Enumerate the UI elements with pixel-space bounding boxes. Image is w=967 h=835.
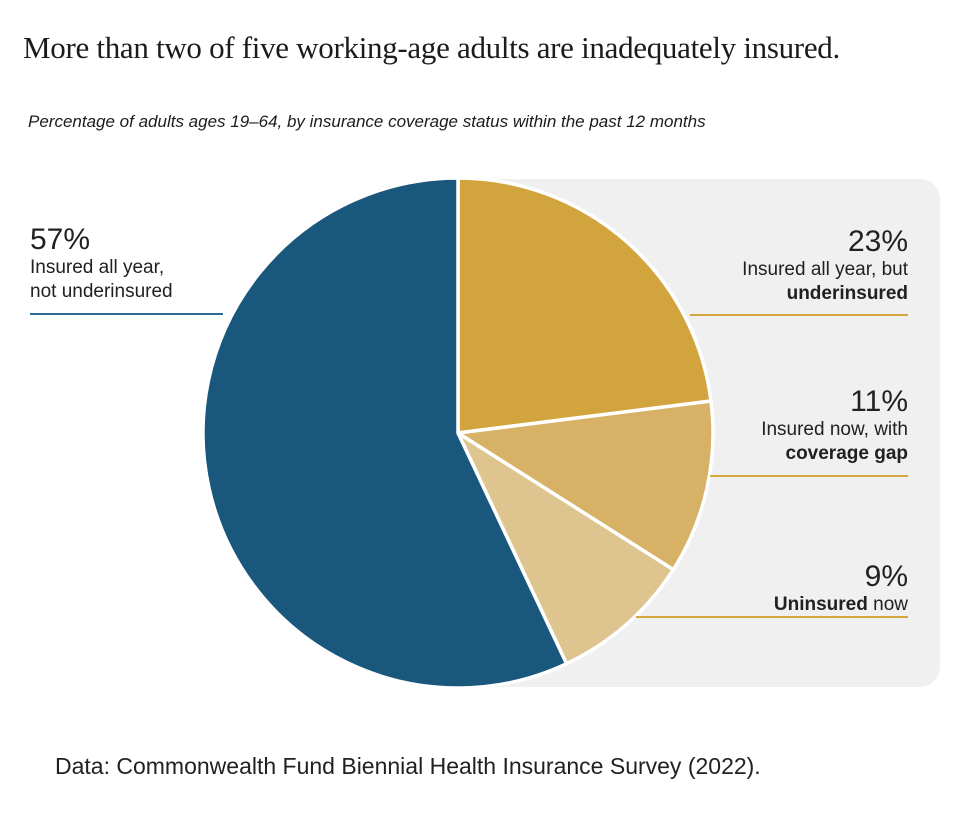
callout-9-label-rest: now xyxy=(867,594,908,615)
callout-57-percent: 57% xyxy=(30,223,91,256)
callout-11-percent: 11% xyxy=(850,385,908,418)
callout-9-label-bold: Uninsured xyxy=(773,594,868,615)
callout-11-label-line1: Insured now, with xyxy=(761,419,908,440)
page-title: More than two of five working-age adults… xyxy=(23,30,840,65)
leader-line-11 xyxy=(710,475,908,477)
callout-23: 23% Insured all year, but underinsured xyxy=(742,226,908,306)
callout-57: 57% Insured all year, not underinsured xyxy=(30,224,173,304)
callout-11-label-line2: coverage gap xyxy=(785,443,909,464)
data-source-note: Data: Commonwealth Fund Biennial Health … xyxy=(55,753,761,779)
callout-11: 11% Insured now, with coverage gap xyxy=(761,386,908,466)
callout-23-percent: 23% xyxy=(847,225,908,258)
pie-slice-1 xyxy=(456,399,715,572)
leader-line-57 xyxy=(30,313,223,315)
leader-line-9 xyxy=(636,616,908,618)
callout-23-label-line1: Insured all year, but xyxy=(742,259,908,280)
pie-slice-2 xyxy=(456,431,676,666)
chart-subtitle: Percentage of adults ages 19–64, by insu… xyxy=(28,112,706,131)
leader-line-23 xyxy=(690,314,908,316)
pie-slice-0 xyxy=(456,176,713,435)
callout-57-label-line1: Insured all year, xyxy=(30,257,165,278)
pie-slice-3 xyxy=(201,176,569,690)
callout-9: 9% Uninsured now xyxy=(774,561,908,617)
pie-chart xyxy=(201,176,715,690)
callout-57-label-line2: not underinsured xyxy=(30,281,173,302)
callout-23-label-line2: underinsured xyxy=(786,283,908,304)
callout-9-percent: 9% xyxy=(864,560,908,593)
